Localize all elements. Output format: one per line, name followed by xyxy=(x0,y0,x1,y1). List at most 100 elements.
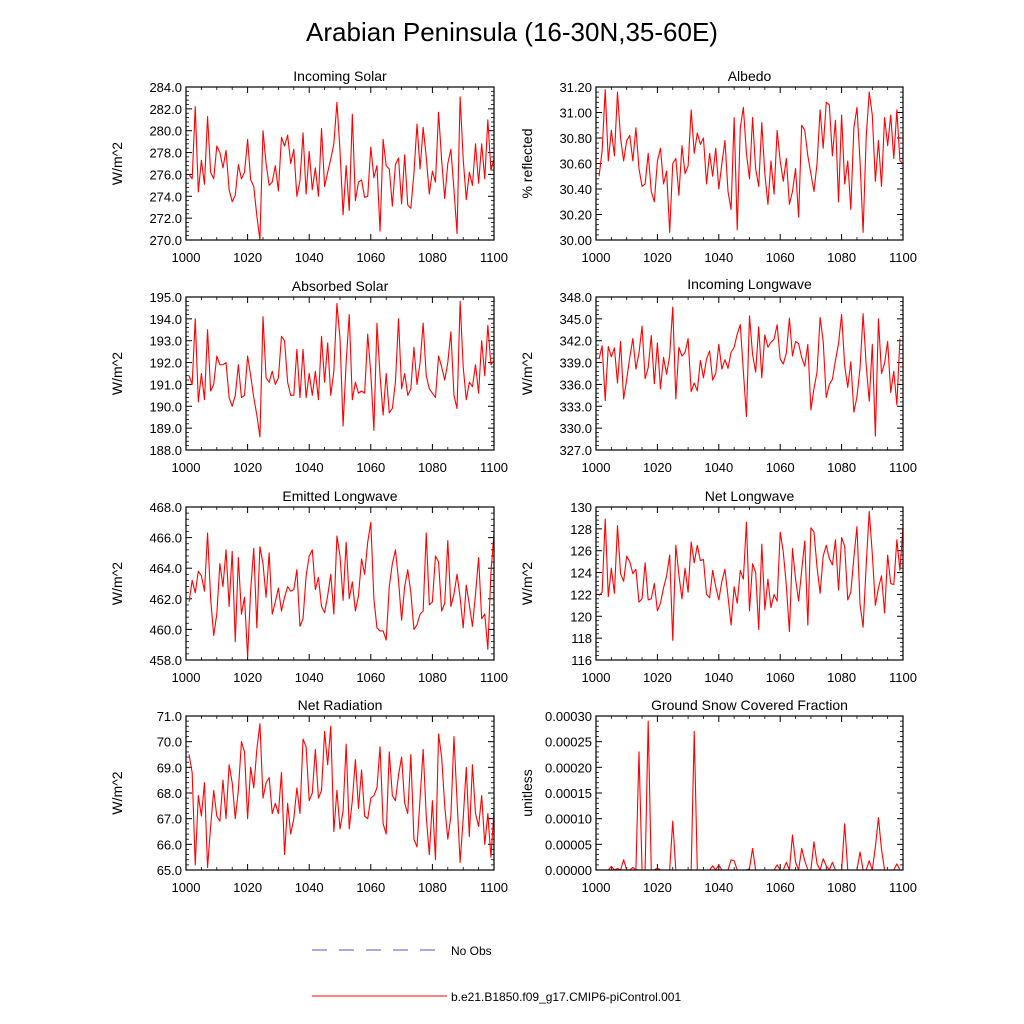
y-tick-label: 30.00 xyxy=(559,233,592,248)
y-axis-label: W/m^2 xyxy=(109,771,125,814)
x-tick-label: 1040 xyxy=(295,250,324,265)
y-tick-label: 65.0 xyxy=(157,863,182,878)
x-tick-label: 1100 xyxy=(889,880,917,895)
y-tick-label: 345.0 xyxy=(559,312,592,327)
y-tick-label: 130 xyxy=(570,500,592,515)
x-tick-label: 1040 xyxy=(704,460,733,475)
y-axis-label: W/m^2 xyxy=(109,562,125,605)
y-tick-label: 120 xyxy=(570,609,592,624)
x-tick-label: 1060 xyxy=(356,670,385,685)
plot-frame xyxy=(595,506,904,661)
y-tick-label: 0.00030 xyxy=(545,709,592,724)
y-tick-label: 460.0 xyxy=(149,622,182,637)
x-tick-label: 1080 xyxy=(418,460,447,475)
y-tick-label: 118 xyxy=(571,631,592,646)
x-tick-label: 1080 xyxy=(827,880,856,895)
y-tick-label: 0.00020 xyxy=(545,760,592,775)
x-tick-label: 1060 xyxy=(356,880,385,895)
panel-4: Incoming Longwave W/m^2 327.0 330.0 333.0 336… xyxy=(519,276,917,475)
y-tick-label: 342.0 xyxy=(559,334,592,349)
y-axis-label: unitless xyxy=(519,769,535,816)
panel-5: Emitted Longwave W/m^2 458.0 460.0 462.0 464.… xyxy=(109,488,508,685)
panel-title: Incoming Solar xyxy=(293,68,387,84)
plot-frame xyxy=(185,506,495,661)
x-tick-label: 1040 xyxy=(704,670,733,685)
y-tick-label: 195.0 xyxy=(149,290,182,305)
y-tick-label: 30.60 xyxy=(559,157,592,172)
x-tick-label: 1040 xyxy=(295,670,324,685)
y-tick-label: 348.0 xyxy=(559,290,592,305)
y-tick-label: 466.0 xyxy=(149,531,182,546)
x-tick-label: 1020 xyxy=(233,250,262,265)
x-tick-label: 1040 xyxy=(704,250,733,265)
legend-model-label: b.e21.B1850.f09_g17.CMIP6-piControl.001 xyxy=(451,990,681,1004)
panel-8: Ground Snow Covered Fraction unitless 0.00… xyxy=(519,697,917,895)
panel-title: Emitted Longwave xyxy=(282,488,397,504)
x-tick-label: 1040 xyxy=(704,880,733,895)
y-tick-label: 276.0 xyxy=(149,167,182,182)
y-tick-label: 336.0 xyxy=(559,377,592,392)
y-tick-label: 0.00005 xyxy=(545,837,592,852)
x-tick-label: 1100 xyxy=(889,670,917,685)
y-tick-label: 0.00015 xyxy=(545,786,592,801)
y-tick-label: 30.80 xyxy=(559,131,592,146)
y-tick-label: 194.0 xyxy=(149,312,182,327)
y-tick-label: 468.0 xyxy=(149,500,182,515)
y-tick-label: 274.0 xyxy=(149,189,182,204)
x-tick-label: 1100 xyxy=(480,670,508,685)
y-tick-label: 0.00000 xyxy=(545,863,592,878)
x-tick-label: 1000 xyxy=(582,250,611,265)
y-tick-label: 0.00010 xyxy=(545,812,592,827)
y-tick-label: 116 xyxy=(571,653,592,668)
x-tick-label: 1020 xyxy=(643,670,672,685)
legend: No Obs b.e21.B1850.f09_g17.CMIP6-piContr… xyxy=(312,944,681,1004)
plot-frame xyxy=(185,715,495,871)
panel-title: Incoming Longwave xyxy=(687,276,812,292)
x-tick-label: 1060 xyxy=(766,670,795,685)
y-tick-label: 333.0 xyxy=(559,399,592,414)
x-tick-label: 1060 xyxy=(766,880,795,895)
y-tick-label: 327.0 xyxy=(559,443,592,458)
y-axis-label: W/m^2 xyxy=(109,142,125,185)
x-tick-label: 1020 xyxy=(233,880,262,895)
y-tick-label: 31.00 xyxy=(559,106,592,121)
x-tick-label: 1000 xyxy=(582,460,611,475)
y-axis-label: W/m^2 xyxy=(109,352,125,395)
y-tick-label: 464.0 xyxy=(149,561,182,576)
y-tick-label: 462.0 xyxy=(149,592,182,607)
y-tick-label: 70.0 xyxy=(157,735,182,750)
x-tick-label: 1100 xyxy=(889,250,917,265)
figure-title: Arabian Peninsula (16-30N,35-60E) xyxy=(306,17,718,47)
x-tick-label: 1080 xyxy=(827,670,856,685)
y-axis-label: % reflected xyxy=(519,128,535,198)
panel-title: Net Radiation xyxy=(298,697,383,713)
series-line xyxy=(188,723,495,868)
y-tick-label: 282.0 xyxy=(149,102,182,117)
x-tick-label: 1040 xyxy=(295,460,324,475)
y-tick-label: 30.20 xyxy=(559,208,592,223)
x-tick-label: 1020 xyxy=(643,460,672,475)
x-tick-label: 1080 xyxy=(418,250,447,265)
x-tick-label: 1080 xyxy=(827,250,856,265)
plot-frame xyxy=(595,715,904,871)
y-tick-label: 31.20 xyxy=(559,80,592,95)
x-tick-label: 1000 xyxy=(582,670,611,685)
y-tick-label: 189.0 xyxy=(149,421,182,436)
series-line xyxy=(188,300,495,438)
x-tick-label: 1060 xyxy=(766,250,795,265)
panel-title: Absorbed Solar xyxy=(292,278,389,294)
x-tick-label: 1100 xyxy=(480,250,508,265)
x-tick-label: 1100 xyxy=(480,460,508,475)
y-tick-label: 122 xyxy=(570,587,592,602)
y-tick-label: 191.0 xyxy=(149,377,182,392)
y-tick-label: 68.0 xyxy=(157,786,182,801)
x-tick-label: 1000 xyxy=(172,670,201,685)
panel-title: Albedo xyxy=(728,68,772,84)
y-tick-label: 190.0 xyxy=(149,399,182,414)
x-tick-label: 1060 xyxy=(766,460,795,475)
y-tick-label: 272.0 xyxy=(149,211,182,226)
plot-frame xyxy=(185,296,495,451)
panels-group: Incoming Solar W/m^2 270.0 272.0 274.0 276.0 2… xyxy=(109,68,917,895)
panel-1: Incoming Solar W/m^2 270.0 272.0 274.0 276.0 2… xyxy=(109,68,508,265)
